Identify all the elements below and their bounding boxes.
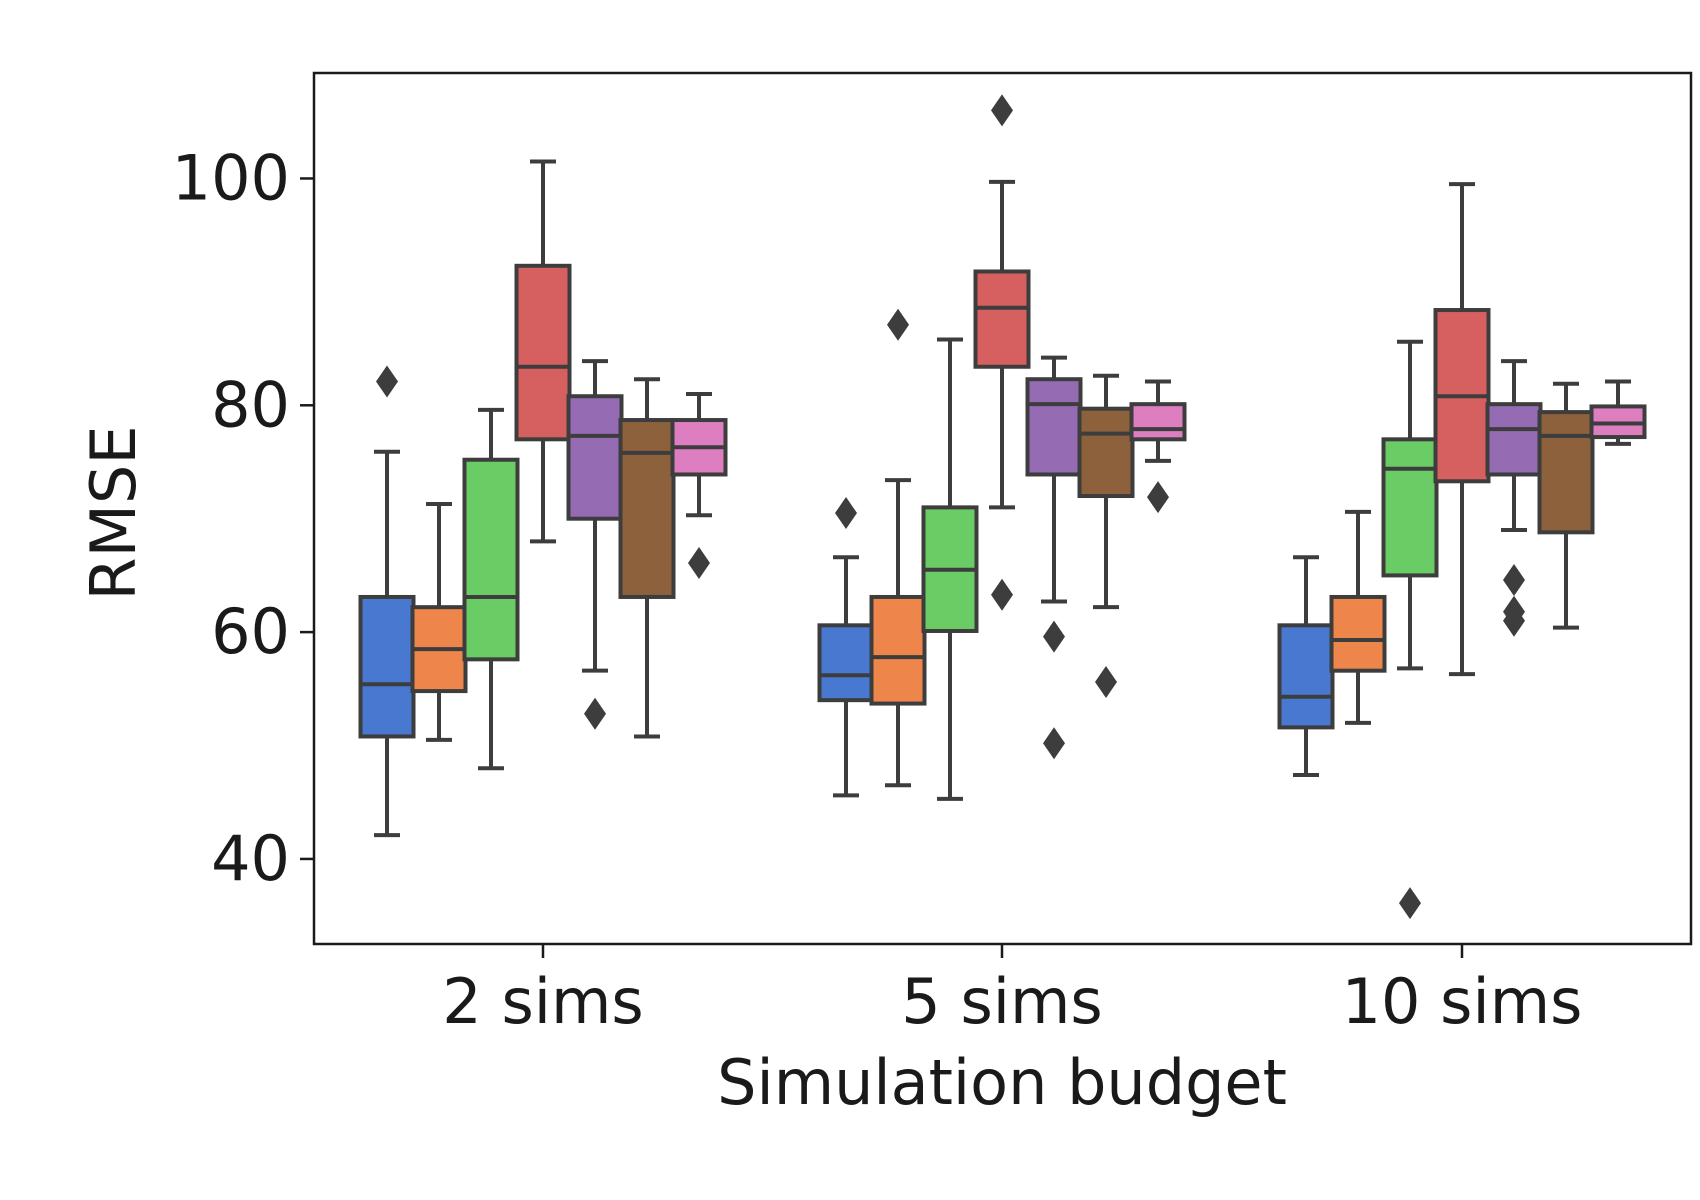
box-iqr — [1329, 594, 1387, 673]
plot-area — [358, 94, 1647, 920]
outlier-marker — [835, 497, 857, 530]
x-axis-label: Simulation budget — [717, 1046, 1287, 1119]
outlier-marker — [887, 308, 909, 341]
outlier-marker — [376, 365, 398, 398]
box-iqr — [1025, 377, 1083, 477]
outlier-marker — [1399, 887, 1421, 920]
box-iqr — [1077, 406, 1135, 499]
outlier-marker — [991, 578, 1013, 611]
outlier-marker — [1095, 666, 1117, 699]
box-iqr — [1485, 402, 1543, 477]
outlier-marker — [584, 697, 606, 730]
box-iqr — [817, 623, 875, 703]
box-iqr — [1277, 623, 1335, 730]
box-iqr — [514, 263, 572, 442]
outlier-marker — [991, 94, 1013, 127]
box-iqr — [618, 418, 676, 599]
box-iqr — [1537, 410, 1595, 535]
box-iqr — [973, 269, 1031, 369]
box-group — [358, 159, 728, 838]
box-iqr — [1129, 402, 1187, 442]
box-iqr — [869, 594, 927, 706]
x-tick-label: 10 sims — [1342, 965, 1583, 1038]
box-group — [1277, 182, 1647, 920]
outlier-marker — [1043, 620, 1065, 653]
outlier-marker — [1503, 563, 1525, 596]
outlier-marker — [1043, 727, 1065, 760]
box-iqr — [358, 594, 416, 739]
outlier-marker — [688, 546, 710, 579]
y-tick-label: 40 — [211, 822, 290, 895]
box-iqr — [462, 457, 520, 662]
y-tick-label: 60 — [211, 595, 290, 668]
box-iqr — [1381, 437, 1439, 578]
outlier-marker — [1503, 604, 1525, 637]
y-axis: 40 60 80 100 — [172, 141, 314, 895]
y-tick-label: 100 — [172, 141, 290, 214]
x-tick-label: 2 sims — [442, 965, 643, 1038]
y-tick-label: 80 — [211, 368, 290, 441]
box-group — [817, 94, 1187, 801]
y-axis-label: RMSE — [77, 425, 150, 600]
outlier-marker — [1147, 481, 1169, 514]
box-iqr — [566, 394, 624, 521]
x-tick-label: 5 sims — [901, 965, 1102, 1038]
x-axis: 2 sims 5 sims 10 sims — [442, 944, 1582, 1038]
